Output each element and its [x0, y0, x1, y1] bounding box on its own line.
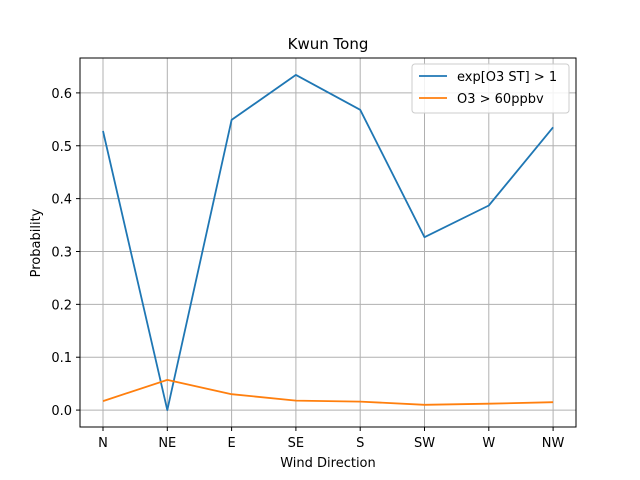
y-tick-label: 0.5: [51, 140, 72, 155]
series-line-2: [102, 378, 554, 406]
series-line-1: [102, 74, 554, 412]
x-tick-label: S: [356, 436, 364, 451]
legend-label-2: O3 > 60ppbv: [457, 92, 544, 107]
y-tick-label: 0.0: [51, 404, 72, 419]
x-axis-title: Wind Direction: [280, 456, 376, 471]
y-tick-label: 0.1: [51, 351, 72, 366]
y-tick-label: 0.6: [51, 87, 72, 102]
y-tick-label: 0.2: [51, 298, 72, 313]
x-tick-label: W: [482, 436, 495, 451]
x-tick-label: SW: [414, 436, 435, 451]
ticks: N NE E SE S SW W NW 0.0 0.1 0.2 0.3 0.4 0.5 0.6: [51, 87, 564, 451]
x-tick-label: N: [98, 436, 108, 451]
plot-frame: [79, 57, 577, 428]
x-tick-label: SE: [288, 436, 304, 451]
x-tick-label: NW: [542, 436, 565, 451]
chart-title: Kwun Tong: [288, 35, 369, 53]
x-tick-label: E: [227, 436, 235, 451]
series-layer: [102, 74, 554, 412]
x-tick-label: NE: [158, 436, 176, 451]
y-axis-title: Probability: [29, 208, 44, 277]
y-tick-label: 0.4: [51, 193, 72, 208]
legend: exp[O3 ST] > 1 O3 > 60ppbv: [411, 63, 570, 114]
legend-label-1: exp[O3 ST] > 1: [457, 70, 557, 85]
y-tick-label: 0.3: [51, 245, 72, 260]
legend-box: [411, 63, 570, 114]
